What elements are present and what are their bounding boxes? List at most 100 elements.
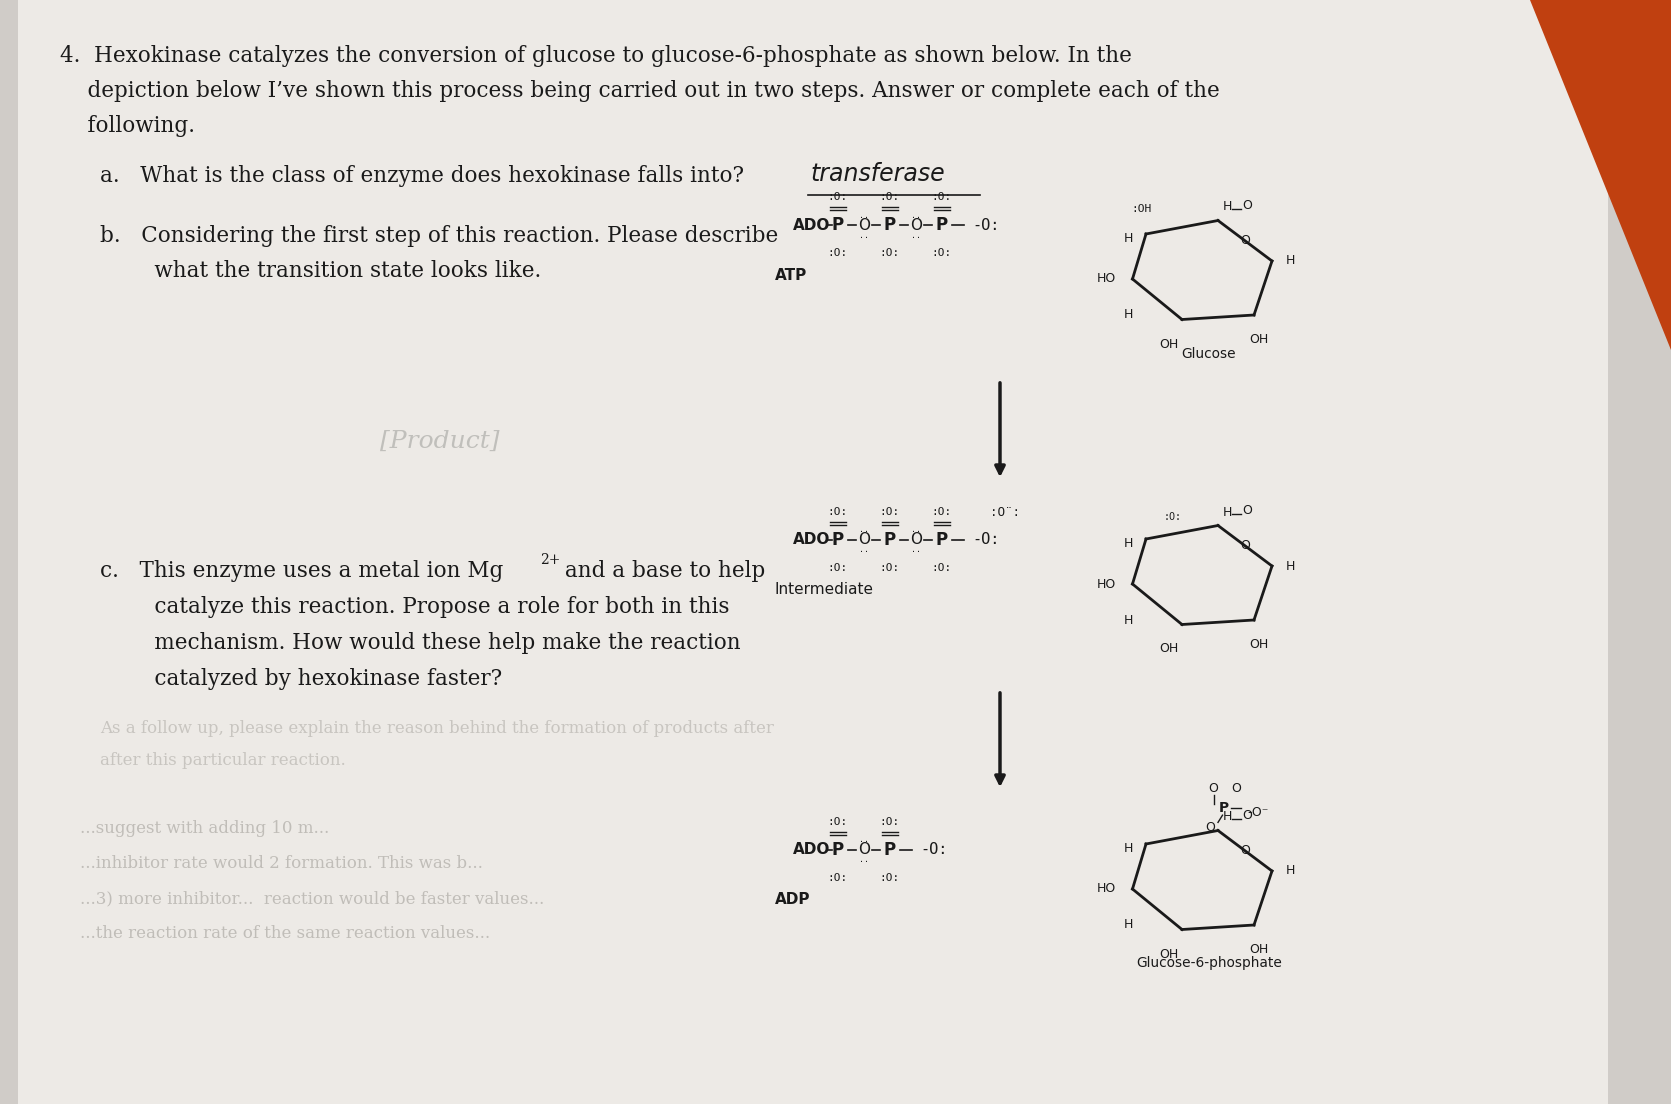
Text: HO: HO [1098, 577, 1116, 591]
Text: ...the reaction rate of the same reaction values...: ...the reaction rate of the same reactio… [80, 925, 490, 942]
Text: after this particular reaction.: after this particular reaction. [100, 752, 346, 769]
Text: ADP: ADP [775, 892, 810, 907]
Text: ..: .. [859, 526, 869, 534]
Text: -O⁻: -O⁻ [1248, 806, 1268, 819]
FancyBboxPatch shape [18, 0, 1608, 1104]
Text: O: O [1232, 782, 1242, 795]
Text: OH: OH [1248, 638, 1268, 651]
Text: -O:: -O: [973, 217, 999, 233]
Text: ...suggest with adding 10 m...: ...suggest with adding 10 m... [80, 820, 329, 837]
Text: P: P [884, 216, 896, 234]
Text: what the transition state looks like.: what the transition state looks like. [120, 261, 541, 282]
Text: H: H [1222, 810, 1232, 824]
Text: HO: HO [1098, 273, 1116, 286]
Text: :O:: :O: [827, 873, 849, 883]
Text: catalyzed by hexokinase faster?: catalyzed by hexokinase faster? [120, 668, 501, 690]
Text: O: O [1205, 821, 1215, 835]
Text: P: P [832, 841, 844, 859]
Text: :O:: :O: [932, 248, 952, 258]
Text: :O:: :O: [827, 817, 849, 827]
Text: :O:: :O: [881, 563, 901, 573]
Text: ..: .. [911, 545, 921, 554]
Text: Intermediate: Intermediate [775, 583, 874, 597]
Text: :O:: :O: [1165, 511, 1181, 521]
Text: -O:: -O: [921, 842, 947, 858]
Text: :O:: :O: [881, 817, 901, 827]
Text: O: O [857, 532, 871, 548]
Text: O: O [1242, 503, 1252, 517]
Text: O: O [911, 217, 922, 233]
Text: OH: OH [1248, 943, 1268, 956]
Text: H: H [1123, 614, 1133, 626]
Text: OH: OH [1160, 947, 1178, 960]
Text: P: P [884, 531, 896, 549]
Text: -O:: -O: [973, 532, 999, 548]
Text: ..: .. [859, 856, 869, 864]
Text: :O:: :O: [881, 507, 901, 517]
Text: :Ö:: :Ö: [989, 506, 1019, 519]
Text: O: O [1242, 809, 1252, 821]
Text: ...inhibitor rate would 2 formation. This was b...: ...inhibitor rate would 2 formation. Thi… [80, 854, 483, 872]
Text: O: O [1240, 845, 1250, 857]
Text: ..: .. [859, 231, 869, 240]
Text: :OH: :OH [1131, 204, 1151, 214]
Text: transferase: transferase [810, 162, 944, 185]
Text: H: H [1123, 232, 1133, 245]
Text: ..: .. [911, 211, 921, 220]
Text: OH: OH [1160, 643, 1178, 656]
Text: a.   What is the class of enzyme does hexokinase falls into?: a. What is the class of enzyme does hexo… [100, 164, 744, 187]
Text: :O:: :O: [827, 507, 849, 517]
Text: OH: OH [1160, 338, 1178, 350]
Text: P: P [936, 216, 947, 234]
Text: H: H [1123, 308, 1133, 321]
Text: :O:: :O: [932, 563, 952, 573]
Text: H: H [1123, 919, 1133, 932]
Text: :O:: :O: [827, 563, 849, 573]
Text: P: P [832, 216, 844, 234]
Text: :O:: :O: [881, 248, 901, 258]
Text: ADO: ADO [792, 842, 830, 858]
Text: :O:: :O: [827, 192, 849, 202]
Text: HO: HO [1098, 882, 1116, 895]
Text: 4.  Hexokinase catalyzes the conversion of glucose to glucose-6-phosphate as sho: 4. Hexokinase catalyzes the conversion o… [60, 45, 1131, 67]
Text: :O:: :O: [932, 192, 952, 202]
Text: O: O [911, 532, 922, 548]
Text: P: P [832, 531, 844, 549]
Text: P: P [1220, 802, 1230, 815]
Text: ..: .. [911, 231, 921, 240]
Text: :O:: :O: [881, 192, 901, 202]
Text: ..: .. [859, 211, 869, 220]
Text: H: H [1123, 842, 1133, 854]
Text: O: O [1240, 539, 1250, 552]
Text: Glucose-6-phosphate: Glucose-6-phosphate [1136, 956, 1282, 970]
Polygon shape [1531, 0, 1671, 350]
Text: Glucose: Glucose [1181, 347, 1237, 361]
Text: ...3) more inhibitor...  reaction would be faster values...: ...3) more inhibitor... reaction would b… [80, 890, 545, 907]
Text: O: O [1240, 234, 1250, 247]
Text: P: P [884, 841, 896, 859]
Text: As a follow up, please explain the reason behind the formation of products after: As a follow up, please explain the reaso… [100, 720, 774, 737]
Text: O: O [857, 217, 871, 233]
Text: ATP: ATP [775, 267, 807, 283]
Text: and a base to help: and a base to help [558, 560, 765, 582]
Text: following.: following. [60, 115, 196, 137]
Text: O: O [857, 842, 871, 858]
Text: mechanism. How would these help make the reaction: mechanism. How would these help make the… [120, 631, 740, 654]
Text: ..: .. [859, 836, 869, 845]
Text: ..: .. [911, 526, 921, 534]
Text: H: H [1285, 864, 1295, 878]
Text: ADO: ADO [792, 217, 830, 233]
Text: OH: OH [1248, 333, 1268, 346]
Text: ..: .. [859, 545, 869, 554]
Text: ADO: ADO [792, 532, 830, 548]
Text: O: O [1208, 782, 1218, 795]
Text: :O:: :O: [932, 507, 952, 517]
Text: c.   This enzyme uses a metal ion Mg: c. This enzyme uses a metal ion Mg [100, 560, 503, 582]
Text: P: P [936, 531, 947, 549]
Text: O: O [1242, 199, 1252, 212]
Text: H: H [1123, 537, 1133, 550]
Text: catalyze this reaction. Propose a role for both in this: catalyze this reaction. Propose a role f… [120, 596, 730, 618]
Text: H: H [1222, 506, 1232, 519]
Text: b.   Considering the first step of this reaction. Please describe: b. Considering the first step of this re… [100, 225, 779, 247]
Text: [Product]: [Product] [379, 429, 500, 453]
